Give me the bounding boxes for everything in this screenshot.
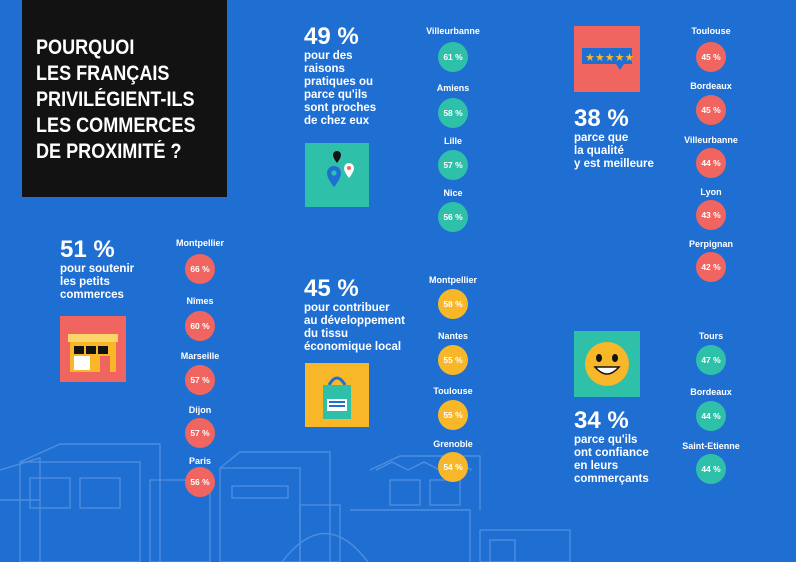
reason-text: pour des — [304, 50, 353, 62]
reason-practical: 49 % pour des raisons pratiques ou parce… — [304, 24, 376, 128]
city-name: Tours — [698, 331, 724, 341]
percentage-bubble: 45 % — [696, 42, 726, 72]
city-name: Villeurbanne — [684, 135, 738, 145]
percentage-bubble: 45 % — [696, 95, 726, 125]
city-name: Paris — [188, 456, 212, 466]
reason-text: ont confiance — [574, 447, 649, 459]
city-name: Dijon — [188, 405, 212, 415]
title-box: POURQUOI LES FRANÇAIS PRIVILÉGIENT-ILS L… — [22, 0, 227, 197]
title-line: POURQUOI — [36, 36, 135, 59]
reason-text: commerçants — [574, 473, 649, 485]
reason-text: commerces — [60, 289, 124, 301]
percentage-bubble: 56 % — [438, 202, 468, 232]
title-line: LES COMMERCES — [36, 114, 196, 137]
title-line: DE PROXIMITÉ ? — [36, 140, 182, 163]
city-name: Amiens — [436, 83, 470, 93]
reason-text: les petits — [60, 276, 110, 288]
reason-percentage: 49 % — [304, 23, 359, 50]
percentage-bubble: 57 % — [185, 418, 215, 448]
title-line: LES FRANÇAIS — [36, 62, 170, 85]
city-name: Lyon — [700, 187, 722, 197]
reason-percentage: 34 % — [574, 407, 629, 434]
reason-text: au développement — [304, 315, 405, 327]
percentage-bubble: 66 % — [185, 254, 215, 284]
reason-text: pratiques ou — [304, 76, 374, 88]
city-name: Toulouse — [691, 26, 731, 36]
percentage-bubble: 61 % — [438, 42, 468, 72]
percentage-bubble: 57 % — [438, 150, 468, 180]
reason-text: parce qu'ils — [304, 89, 368, 101]
percentage-bubble: 56 % — [185, 467, 215, 497]
shop-storefront-icon — [60, 316, 126, 382]
reason-local-economy: 45 % pour contribuer au développement du… — [304, 276, 405, 354]
city-name: Nice — [443, 188, 463, 198]
reason-text: sont proches — [304, 102, 377, 114]
city-name: Villeurbanne — [426, 26, 480, 36]
five-star-review-icon: ★★★★★ — [574, 26, 640, 92]
reason-text: la qualité — [574, 145, 624, 157]
city-name: Bordeaux — [690, 81, 732, 91]
reason-text: en leurs — [574, 460, 619, 472]
percentage-bubble: 58 % — [438, 98, 468, 128]
title-line: PRIVILÉGIENT-ILS — [36, 88, 195, 111]
city-name: Marseille — [180, 351, 220, 361]
percentage-bubble: 54 % — [438, 452, 468, 482]
reason-text: raisons — [304, 63, 345, 75]
percentage-bubble: 58 % — [438, 289, 468, 319]
percentage-bubble: 44 % — [696, 148, 726, 178]
percentage-bubble: 44 % — [696, 401, 726, 431]
reason-small-shops: 51 % pour soutenir les petits commerces — [60, 237, 134, 302]
reason-trust: 34 % parce qu'ils ont confiance en leurs… — [574, 408, 649, 486]
reason-text: économique local — [304, 341, 402, 353]
percentage-bubble: 47 % — [696, 345, 726, 375]
city-name: Perpignan — [688, 239, 733, 249]
percentage-bubble: 55 % — [438, 345, 468, 375]
svg-text:★★★★★: ★★★★★ — [585, 51, 634, 64]
smiley-face-icon — [574, 331, 640, 397]
reason-text: parce qu'ils — [574, 434, 638, 446]
reason-text: parce que — [574, 132, 629, 144]
reason-text: pour soutenir — [60, 263, 135, 275]
city-name: Toulouse — [433, 386, 473, 396]
city-name: Montpellier — [428, 275, 477, 285]
reason-text: de chez eux — [304, 115, 370, 127]
percentage-bubble: 42 % — [696, 252, 726, 282]
city-name: Nantes — [437, 331, 468, 341]
reason-percentage: 38 % — [574, 105, 629, 132]
percentage-bubble: 55 % — [438, 400, 468, 430]
city-name: Montpellier — [175, 238, 224, 248]
percentage-bubble: 43 % — [696, 200, 726, 230]
percentage-bubble: 60 % — [185, 311, 215, 341]
reason-text: y est meilleure — [574, 158, 654, 170]
reason-quality: 38 % parce que la qualité y est meilleur… — [574, 106, 654, 171]
reason-percentage: 45 % — [304, 275, 359, 302]
percentage-bubble: 57 % — [185, 365, 215, 395]
reason-percentage: 51 % — [60, 236, 115, 263]
city-name: Bordeaux — [690, 387, 732, 397]
percentage-bubble: 44 % — [696, 454, 726, 484]
city-name: Nîmes — [186, 296, 214, 306]
shopping-bag-icon — [305, 363, 369, 427]
city-name: Grenoble — [433, 439, 473, 449]
map-pin-icon — [305, 143, 369, 207]
city-name: Lille — [443, 136, 462, 146]
city-name: Saint-Etienne — [682, 441, 740, 451]
reason-text: du tissu — [304, 328, 349, 340]
reason-text: pour contribuer — [304, 302, 390, 314]
